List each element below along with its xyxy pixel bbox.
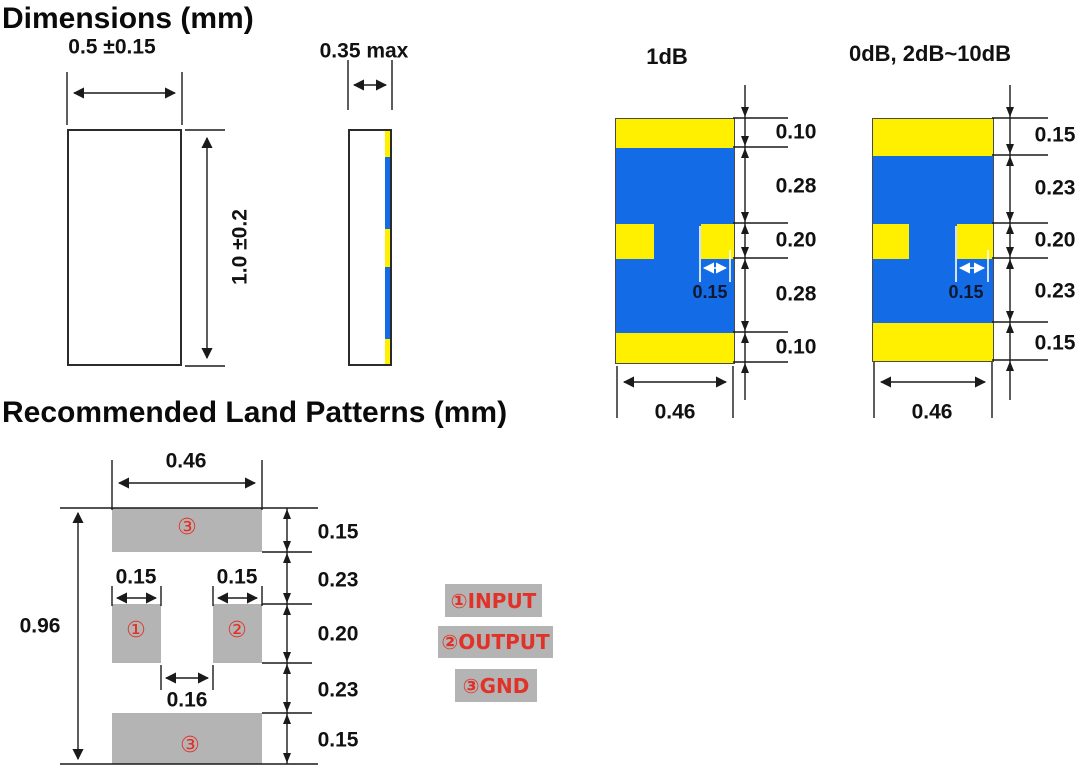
- middle-gap: [654, 224, 701, 259]
- land-pad2-width-label: 0.15: [216, 565, 258, 589]
- land-width-label: 0.46: [165, 449, 207, 473]
- chip-0db-band-label-1: 0.15: [1034, 123, 1076, 147]
- chip-1db-band-label-2: 0.28: [775, 174, 817, 198]
- legend-output: ②OUTPUT: [438, 626, 553, 658]
- electrode-band-top: [873, 119, 993, 156]
- land-row-label-1: 0.15: [317, 520, 359, 544]
- pad-marker-gnd-top: ③: [177, 515, 197, 540]
- front-view-outline: [67, 129, 182, 366]
- land-row-label-5: 0.15: [317, 728, 359, 752]
- land-pad-output: [213, 604, 262, 663]
- land-pad-gnd-top: [112, 508, 262, 552]
- chip-face-0db: [872, 118, 994, 362]
- chip-1db-title: 1dB: [646, 44, 688, 69]
- body-band-upper: [873, 156, 993, 224]
- side-thickness-dimension: [347, 60, 393, 110]
- land-pad1-width-label: 0.15: [115, 565, 157, 589]
- chip-1db-band-label-3: 0.20: [775, 228, 817, 252]
- chip-1db-band-label-4: 0.28: [775, 282, 817, 306]
- chip-0db-band-label-2: 0.23: [1034, 176, 1076, 200]
- chip-1db-electrode-width-label: 0.15: [692, 282, 728, 302]
- chip-0db-band-label-4: 0.23: [1034, 279, 1076, 303]
- pad-marker-gnd-bottom: ③: [180, 733, 200, 758]
- side-electrode-middle: [385, 229, 390, 267]
- side-electrode-top: [385, 131, 390, 157]
- pad-marker-output: ②: [227, 618, 247, 643]
- chip-0db-width-label: 0.46: [911, 400, 953, 424]
- electrode-band-bottom: [873, 323, 993, 361]
- front-height-dimension: [185, 129, 225, 367]
- side-view-outline: [348, 129, 392, 366]
- side-electrode-bottom: [385, 339, 390, 364]
- chip-face-1db: [615, 118, 735, 364]
- electrode-band-bottom: [616, 333, 734, 363]
- side-electrode-strip: [385, 131, 390, 364]
- chip-1db-width-label: 0.46: [654, 400, 696, 424]
- electrode-band-top: [616, 119, 734, 148]
- land-row-label-3: 0.20: [317, 622, 359, 646]
- chip-1db-band-label-5: 0.10: [775, 335, 817, 359]
- chip-0db-band-label-3: 0.20: [1034, 228, 1076, 252]
- electrode-band-middle: [873, 224, 993, 259]
- chip-1db-band-label-1: 0.10: [775, 120, 817, 144]
- side-thickness-label: 0.35 max: [319, 39, 409, 63]
- chip-0db-band-label-5: 0.15: [1034, 331, 1076, 355]
- side-body-lower: [385, 267, 390, 339]
- land-pad-input: [112, 604, 161, 663]
- middle-gap: [909, 224, 957, 259]
- electrode-band-middle: [616, 224, 734, 259]
- land-pattern-section-title: Recommended Land Patterns (mm): [2, 396, 508, 429]
- land-height-label: 0.96: [19, 614, 61, 638]
- chip-0db-electrode-width-label: 0.15: [948, 282, 984, 302]
- pad-marker-input: ①: [126, 618, 146, 643]
- front-width-label: 0.5 ±0.15: [68, 35, 156, 59]
- land-pad-gnd-bottom: [112, 713, 262, 764]
- legend-gnd: ③GND: [455, 669, 537, 702]
- land-row-label-4: 0.23: [317, 678, 359, 702]
- land-gap-label: 0.16: [166, 688, 208, 712]
- body-band-upper: [616, 148, 734, 224]
- front-height-label: 1.0 ±0.2: [228, 209, 252, 285]
- legend-input: ①INPUT: [445, 584, 542, 617]
- chip-0db-title: 0dB, 2dB~10dB: [849, 41, 1011, 66]
- front-width-dimension: [66, 72, 183, 125]
- side-body-upper: [385, 157, 390, 229]
- land-row-label-2: 0.23: [317, 568, 359, 592]
- dimensions-section-title: Dimensions (mm): [2, 2, 254, 35]
